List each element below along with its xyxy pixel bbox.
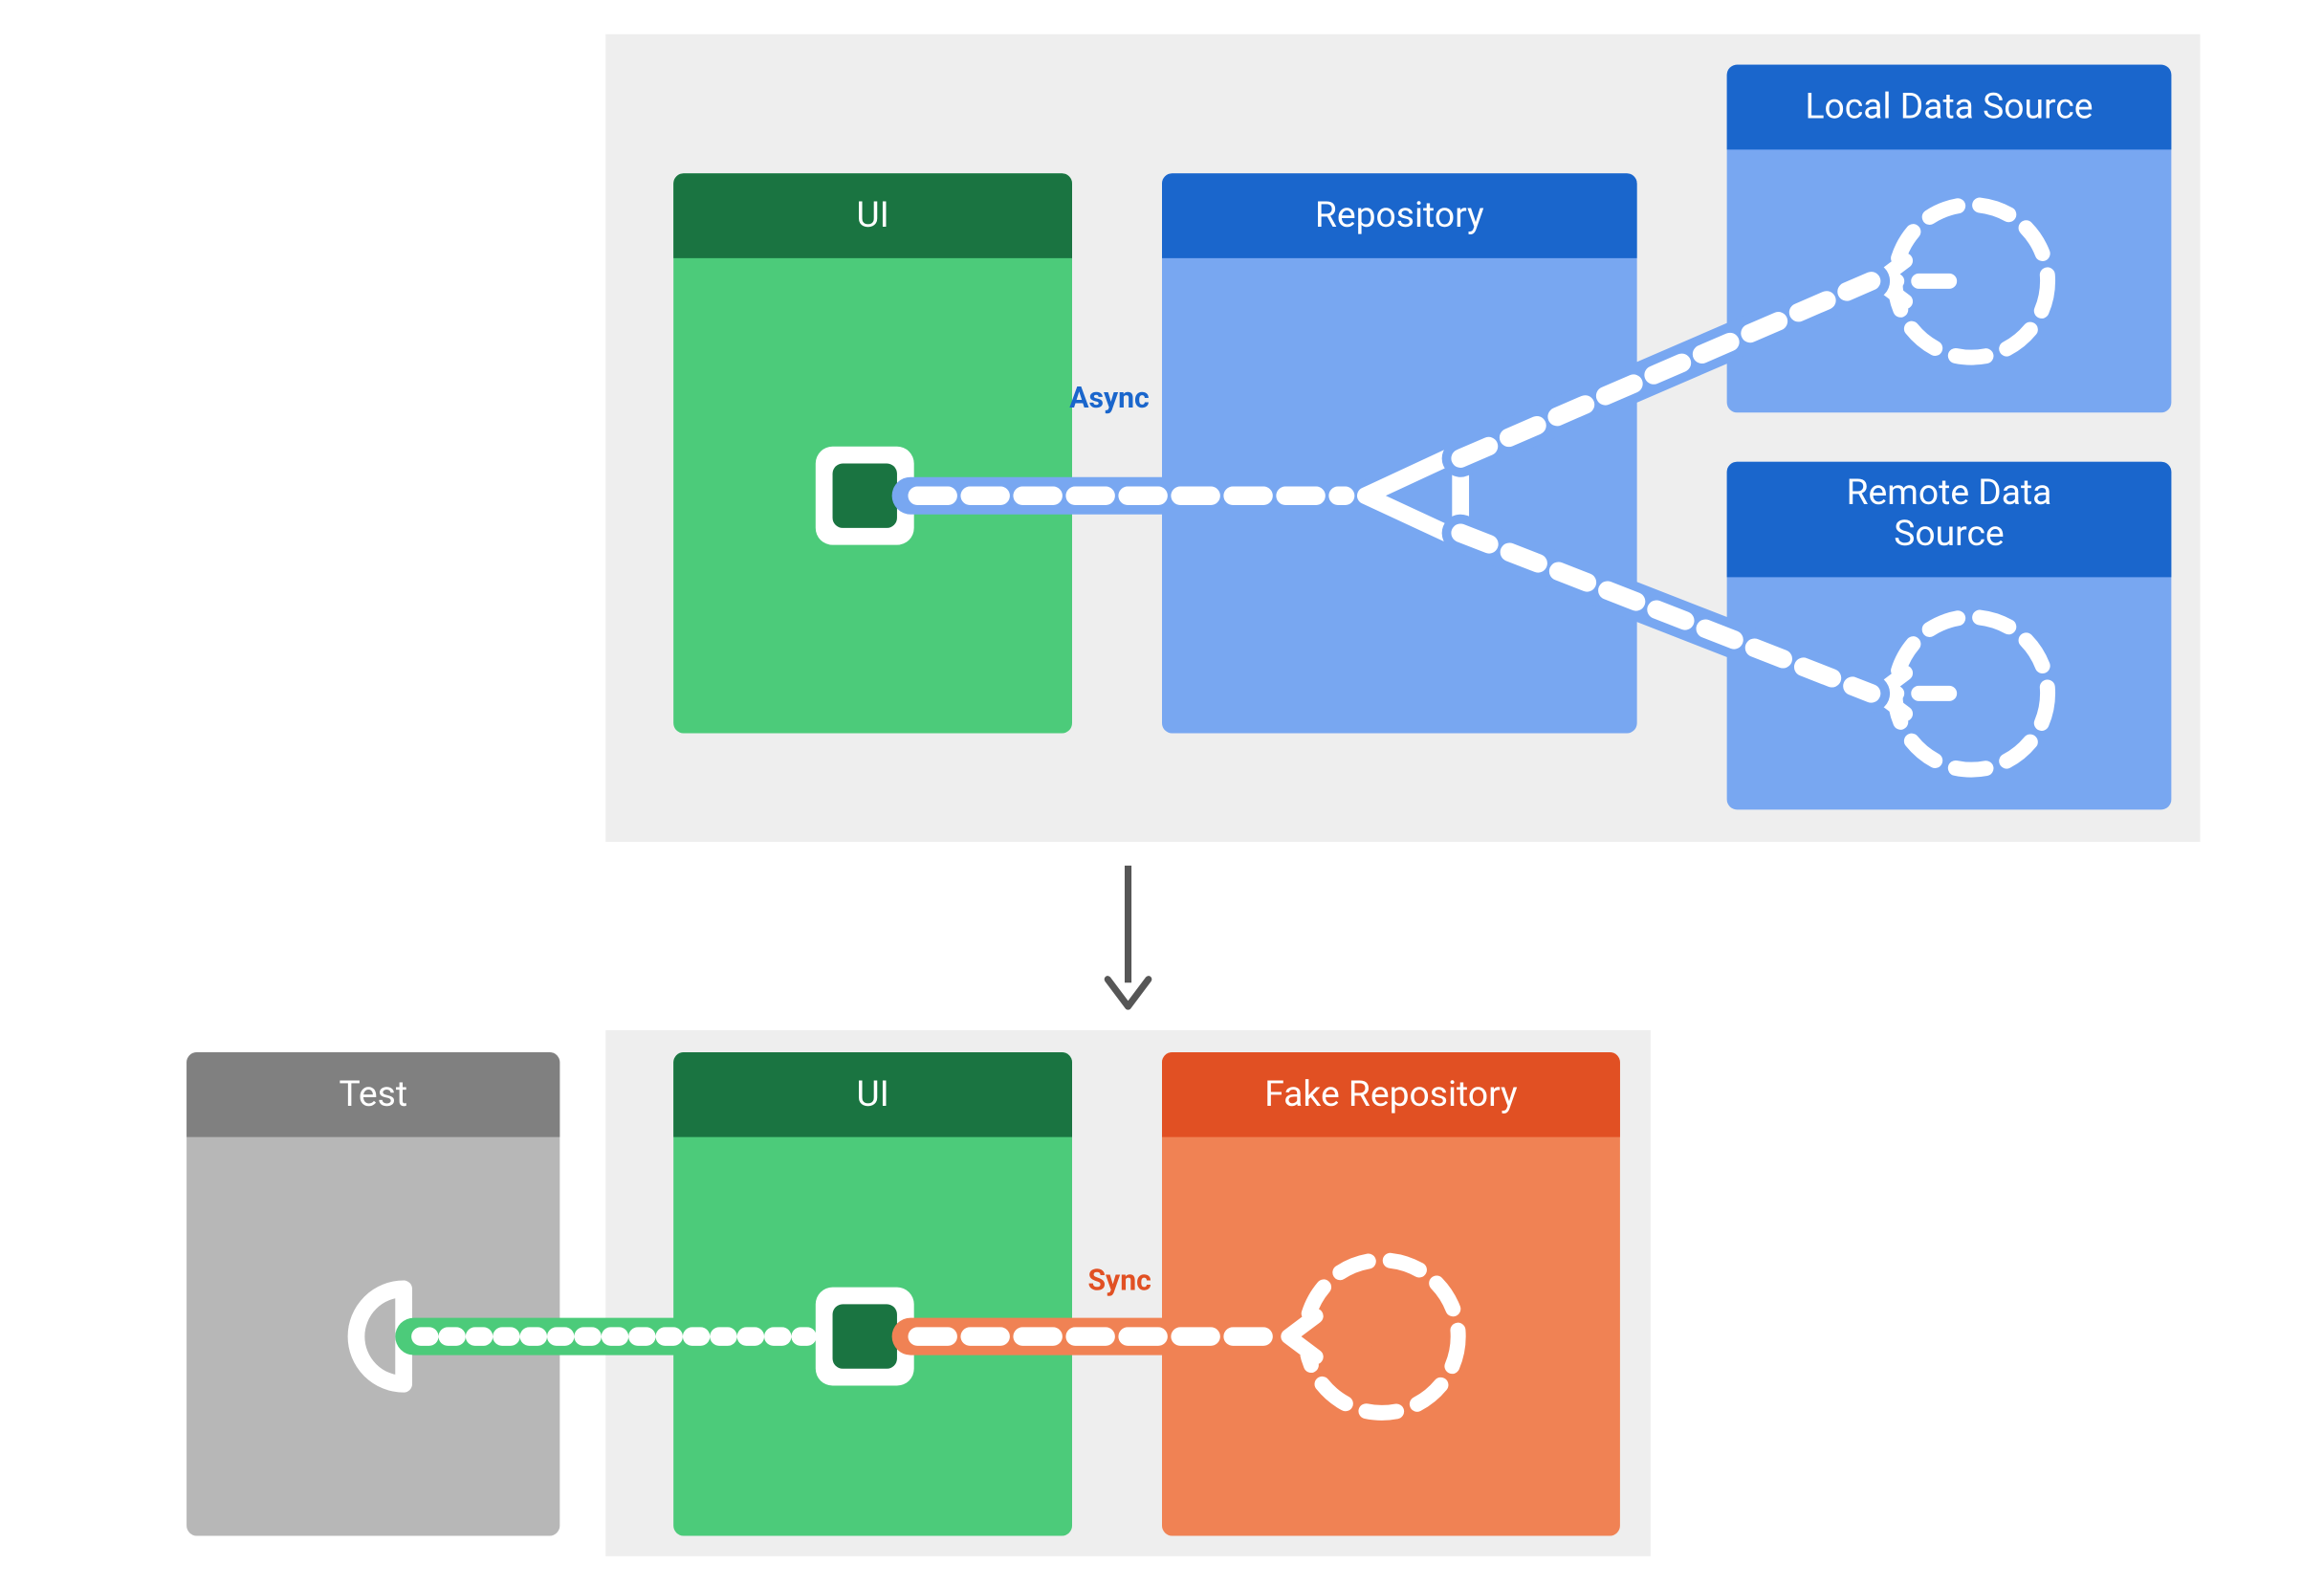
repo-title: Repository (1315, 194, 1484, 236)
sync-label: Sync (1087, 1264, 1151, 1297)
fake-repo-title: Fake Repository (1264, 1073, 1518, 1115)
provided-port-inner (833, 464, 897, 528)
fake-repo: Fake Repository (1162, 1052, 1620, 1536)
ui-top-title: UI (856, 194, 888, 236)
architecture-diagram: UI Repository Local Data Source Remote Data… (0, 0, 2324, 1587)
repo: Repository (1162, 173, 1637, 733)
async-label: Async (1069, 382, 1150, 415)
remote-source: Remote DataSource (1727, 462, 2172, 810)
test-title: Test (339, 1073, 407, 1115)
transition-arrow-head (1107, 980, 1149, 1006)
ui-bottom-title: UI (856, 1073, 888, 1115)
local-source: Local Data Source (1727, 65, 2172, 413)
local-source-title: Local Data Source (1805, 86, 2093, 128)
provided-port-inner-b (833, 1304, 897, 1368)
